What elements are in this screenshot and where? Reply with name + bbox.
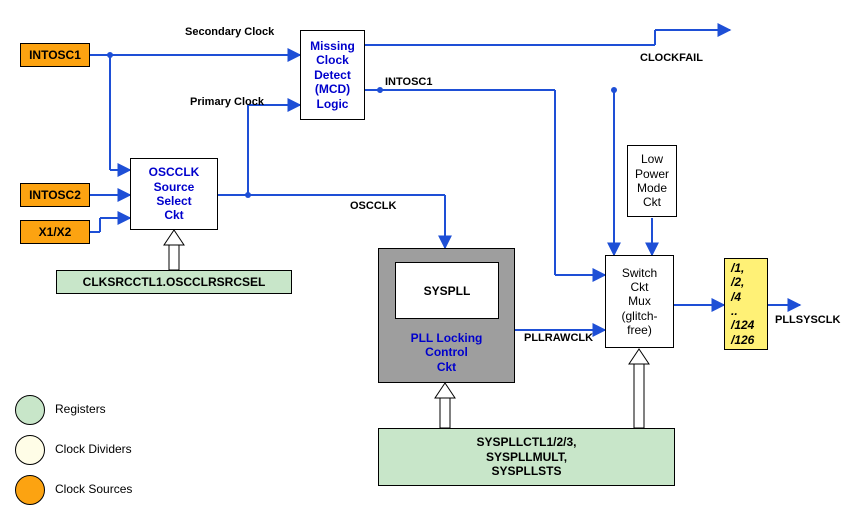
label-oscclk: OSCCLK: [350, 200, 396, 212]
legend-label-dividers: Clock Dividers: [55, 442, 132, 456]
legend-circle-registers: [15, 395, 45, 425]
block-mcd: Missing Clock Detect (MCD) Logic: [300, 30, 365, 120]
label-pllsysclk: PLLSYSCLK: [775, 314, 840, 326]
source-intosc2: INTOSC2: [20, 183, 90, 207]
label-primary-clock: Primary Clock: [190, 96, 264, 108]
legend-circle-dividers: [15, 435, 45, 465]
label-intosc1-signal: INTOSC1: [385, 76, 432, 88]
legend-label-sources: Clock Sources: [55, 482, 132, 496]
legend-label-registers: Registers: [55, 402, 106, 416]
register-clksrcctl1: CLKSRCCTL1.OSCCLRSRCSEL: [56, 270, 292, 294]
block-divider: /1, /2, /4 .. /124 /126: [724, 258, 768, 350]
block-oscclk-select: OSCCLK Source Select Ckt: [130, 158, 218, 230]
block-switch-mux: Switch Ckt Mux (glitch- free): [605, 255, 674, 348]
label-pllrawclk: PLLRAWCLK: [524, 332, 593, 344]
block-low-power: Low Power Mode Ckt: [627, 145, 677, 217]
label-clockfail: CLOCKFAIL: [640, 52, 703, 64]
source-x1x2: X1/X2: [20, 220, 90, 244]
register-syspll: SYSPLLCTL1/2/3, SYSPLLMULT, SYSPLLSTS: [378, 428, 675, 486]
legend-circle-sources: [15, 475, 45, 505]
block-syspll: SYSPLL: [395, 262, 499, 319]
source-intosc1: INTOSC1: [20, 43, 90, 67]
label-secondary-clock: Secondary Clock: [185, 26, 274, 38]
